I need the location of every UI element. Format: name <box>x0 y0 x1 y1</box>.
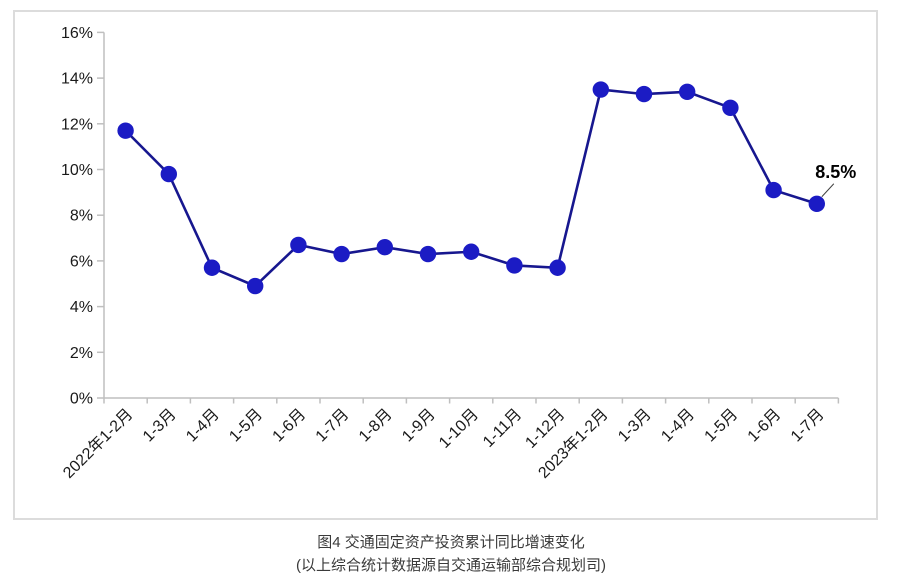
data-point <box>160 165 177 183</box>
x-axis-label: 1-6月 <box>270 406 310 446</box>
x-axis-label: 1-5月 <box>702 406 742 446</box>
x-axis-label: 1-11月 <box>480 406 525 451</box>
data-point <box>506 257 523 274</box>
y-axis-label: 16% <box>61 25 93 42</box>
x-axis-label: 1-9月 <box>399 406 439 446</box>
x-axis-label: 1-4月 <box>183 406 223 446</box>
y-axis-label: 14% <box>61 71 93 88</box>
y-axis-label: 2% <box>70 345 93 362</box>
x-axis-label: 1-7月 <box>313 406 353 446</box>
plot-border <box>13 10 878 520</box>
x-axis-label: 1-4月 <box>658 406 698 446</box>
data-point <box>333 245 350 263</box>
caption: 图4 交通固定资产投资累计同比增速变化 (以上综合统计数据源自交通运输部综合规划… <box>0 531 902 577</box>
y-axis-label: 0% <box>70 391 93 408</box>
x-axis-label: 1-5月 <box>226 406 266 446</box>
figure-title: 图4 交通固定资产投资累计同比增速变化 <box>317 534 585 551</box>
x-axis-label: 1-10月 <box>436 406 482 452</box>
x-axis-label: 1-8月 <box>356 406 396 446</box>
data-point <box>290 236 307 254</box>
x-axis-label: 1-3月 <box>615 406 655 446</box>
data-point <box>117 122 134 139</box>
data-point <box>635 85 653 103</box>
x-axis-label: 1-3月 <box>140 406 180 446</box>
data-point <box>376 238 393 256</box>
data-point <box>463 243 480 260</box>
data-point <box>419 245 437 263</box>
figure-source: (以上综合统计数据源自交通运输部综合规划司) <box>296 557 606 574</box>
data-point <box>549 259 566 276</box>
y-axis-label: 8% <box>70 208 93 225</box>
x-axis-label: 1-7月 <box>788 406 828 446</box>
x-axis-label: 2022年1-2月 <box>60 405 137 482</box>
data-point <box>592 81 609 98</box>
y-axis-label: 12% <box>61 116 93 133</box>
point-data-label: 8.5% <box>815 162 856 182</box>
data-point <box>722 99 739 117</box>
x-axis-label: 1-6月 <box>745 406 785 446</box>
data-point <box>765 181 782 199</box>
y-axis-label: 10% <box>61 162 93 179</box>
annotation-leader-line <box>821 183 835 198</box>
y-axis-label: 6% <box>70 253 93 270</box>
y-axis-label: 4% <box>70 299 93 316</box>
data-point <box>247 277 264 295</box>
data-point <box>808 195 825 212</box>
data-point <box>679 83 696 101</box>
data-point <box>203 259 221 276</box>
